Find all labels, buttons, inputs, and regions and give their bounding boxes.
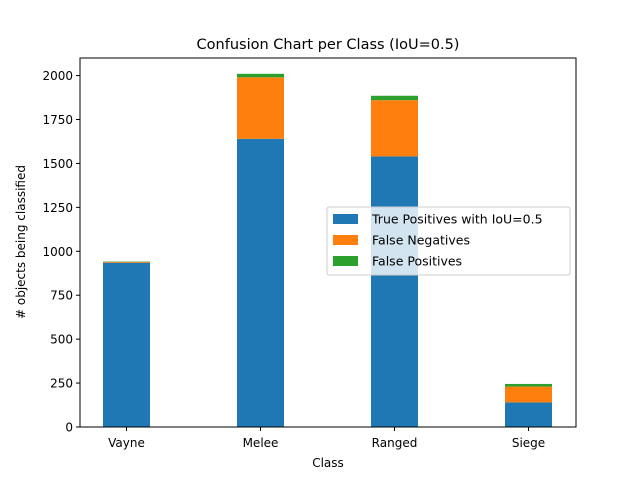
legend-frame bbox=[326, 206, 571, 276]
plot-frame bbox=[79, 57, 577, 428]
bar-vayne-series-0 bbox=[103, 262, 150, 427]
y-tick-label: 500 bbox=[50, 333, 73, 347]
legend-label-2: False Positives bbox=[372, 254, 462, 269]
legend-label-1: False Negatives bbox=[372, 233, 470, 248]
legend-swatch-1 bbox=[333, 235, 358, 245]
y-tick-label: 250 bbox=[50, 377, 73, 391]
x-axis-title: Class bbox=[312, 456, 344, 470]
legend-swatch-0 bbox=[333, 214, 358, 224]
x-tick-label-ranged: Ranged bbox=[372, 436, 418, 450]
y-axis-title: # objects being classified bbox=[14, 165, 28, 319]
legend-label-0: True Positives with IoU=0.5 bbox=[371, 212, 543, 227]
y-axis-ticks: 0 250 500 750 1000 1250 1500 1750 2000 bbox=[42, 69, 80, 435]
bar-ranged-series-1 bbox=[371, 100, 418, 157]
y-tick-label: 2000 bbox=[42, 69, 73, 83]
bar-siege-series-0 bbox=[505, 402, 552, 427]
legend-swatch-2 bbox=[333, 256, 358, 266]
y-tick-label: 1500 bbox=[42, 157, 73, 171]
y-tick-label: 750 bbox=[50, 289, 73, 303]
bar-vayne-series-1 bbox=[103, 261, 150, 263]
bar-melee-series-2 bbox=[237, 73, 284, 78]
bar-ranged-series-0 bbox=[371, 156, 418, 427]
x-tick-label-vayne: Vayne bbox=[108, 436, 145, 450]
y-tick-label: 0 bbox=[65, 421, 73, 435]
x-tick-label-melee: Melee bbox=[243, 436, 279, 450]
x-axis-ticks: Vayne Melee Ranged Siege bbox=[108, 427, 545, 450]
bar-ranged-series-2 bbox=[371, 95, 418, 101]
bar-melee-series-0 bbox=[237, 138, 284, 428]
legend: True Positives with IoU=0.5 False Negativ… bbox=[326, 206, 571, 276]
chart-title: Confusion Chart per Class (IoU=0.5) bbox=[197, 37, 460, 53]
bars-group bbox=[103, 73, 552, 428]
y-tick-label: 1750 bbox=[42, 113, 73, 127]
y-tick-label: 1250 bbox=[42, 201, 73, 215]
x-tick-label-siege: Siege bbox=[512, 436, 545, 450]
bar-melee-series-1 bbox=[237, 77, 284, 139]
bar-siege-series-2 bbox=[505, 383, 552, 387]
bar-siege-series-1 bbox=[505, 386, 552, 403]
y-tick-label: 1000 bbox=[42, 245, 73, 259]
